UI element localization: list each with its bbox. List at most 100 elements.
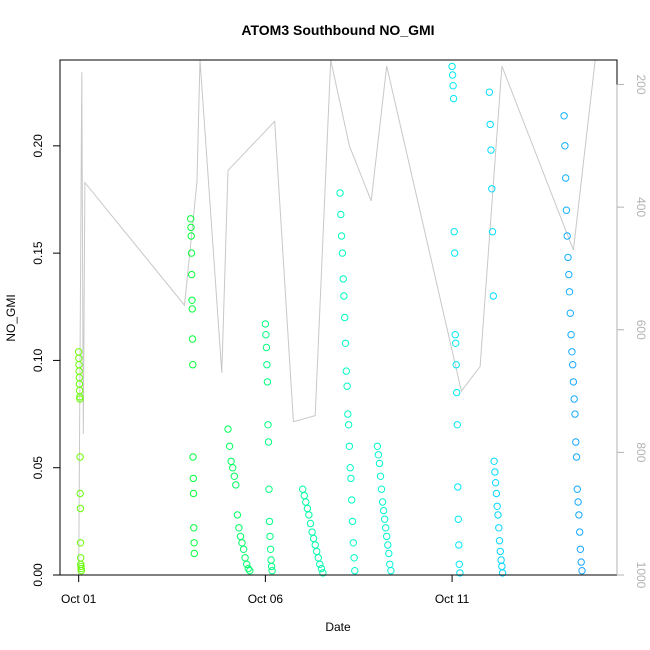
y-right-tick-label: 200 [634,75,648,95]
data-point [306,519,315,528]
data-point [302,498,310,506]
data-point [566,309,574,317]
y-right-axis: 200 400 600 800 1000 [616,75,648,589]
data-point [338,249,347,257]
y-tick-label: 0.10 [31,348,45,372]
x-axis-label: Date [325,620,351,634]
series-10 [560,112,586,575]
data-point [490,457,498,465]
data-point [311,541,319,549]
data-point [313,547,321,556]
data-point [188,270,196,279]
data-point [241,554,249,562]
data-point [576,545,585,553]
data-point [488,228,497,236]
data-point [266,545,275,553]
data-point [347,474,355,483]
data-point [487,146,495,154]
data-point [319,569,327,577]
series-4 [261,320,276,575]
data-point [340,292,348,300]
data-point [452,339,460,347]
data-point [454,515,462,523]
data-point [350,554,358,562]
data-point [299,485,307,493]
data-point [235,524,243,532]
data-point [489,292,497,300]
data-point [267,562,276,571]
data-point [344,410,352,418]
data-point [568,348,576,356]
series-7 [373,442,395,575]
y-right-tick-label: 800 [634,442,648,462]
data-point [453,421,461,429]
data-point [348,517,357,526]
data-point [77,564,85,573]
data-point [264,438,273,446]
data-point [495,524,503,532]
data-point [76,539,85,547]
data-point [564,253,572,262]
data-point [188,296,196,304]
data-point [387,567,395,575]
data-point [379,506,388,515]
data-point [374,451,383,459]
y-right-tick-label: 1000 [634,562,648,589]
data-point [75,367,83,375]
data-point [225,442,234,450]
data-point [266,532,274,541]
data-point [309,534,318,543]
data-point [341,313,349,322]
data-point [230,472,239,480]
series-5 [299,485,327,577]
series-2 [187,215,199,558]
data-point [570,395,578,403]
series-6 [336,189,359,575]
data-point [348,496,356,504]
data-point [238,539,246,547]
data-point [578,567,586,575]
data-point [267,556,275,564]
data-point [455,560,463,568]
data-point [375,459,384,468]
data-point [227,457,235,465]
data-point [76,489,84,498]
data-point [567,331,575,339]
data-point [189,361,197,369]
data-point [575,511,583,519]
data-point [384,541,392,549]
data-point [261,320,270,328]
data-point [188,335,197,343]
plot-frame [59,59,618,576]
data-point [305,511,313,519]
data-point [383,532,391,541]
y-tick-label: 0.05 [31,456,45,480]
data-point [76,395,84,403]
data-point [378,498,387,506]
data-point [76,504,85,513]
y-tick-label: 0.20 [31,134,45,158]
data-point [76,393,84,401]
y-right-tick-label: 400 [634,197,648,217]
data-point [190,524,198,532]
data-point [317,564,326,573]
data-point [336,189,344,197]
data-point [308,528,316,536]
data-point [381,515,389,523]
data-point [449,94,458,103]
data-point [344,421,353,429]
data-point [382,524,390,532]
data-point [386,560,394,568]
data-point [76,453,84,461]
data-point [342,367,350,375]
data-point [244,564,253,573]
data-point [187,232,195,240]
data-point [498,569,507,577]
data-point [343,382,351,390]
data-point [562,174,570,182]
data-point [189,474,198,483]
data-point [190,549,199,558]
data-point [339,275,347,283]
data-point [561,142,569,150]
